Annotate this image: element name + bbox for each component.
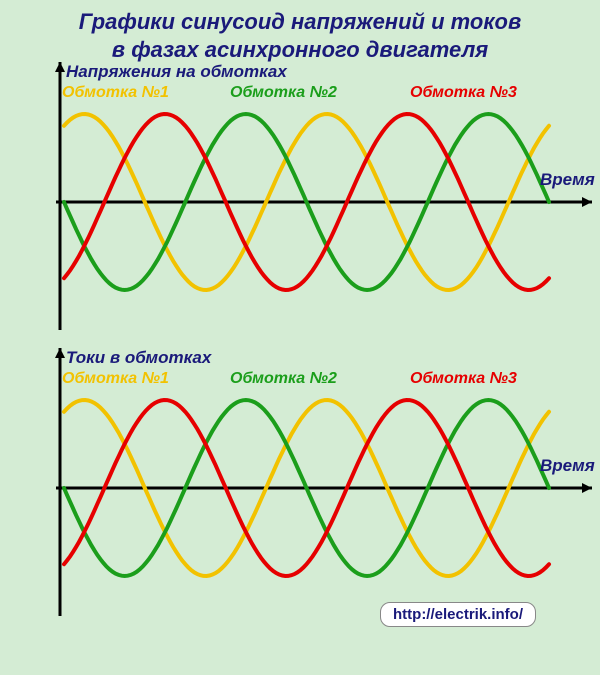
chart-subtitle: Токи в обмотках xyxy=(66,348,211,368)
sine-plot xyxy=(40,62,600,332)
legend-item-0: Обмотка №1 xyxy=(62,370,169,388)
legend-item-1: Обмотка №2 xyxy=(230,84,337,102)
legend-item-2: Обмотка №3 xyxy=(410,370,517,388)
main-title: Графики синусоид напряжений и токов в фа… xyxy=(0,0,600,67)
source-url-box: http://electrik.info/ xyxy=(380,602,536,627)
chart-subtitle: Напряжения на обмотках xyxy=(66,62,287,82)
source-url-text: http://electrik.info/ xyxy=(393,606,523,623)
sine-plot xyxy=(40,348,600,618)
legend-item-0: Обмотка №1 xyxy=(62,84,169,102)
legend-item-1: Обмотка №2 xyxy=(230,370,337,388)
chart-0: Напряжения на обмотках Обмотка №1 Обмотка … xyxy=(40,62,600,332)
title-line1: Графики синусоид напряжений и токов xyxy=(79,9,521,34)
x-axis-label: Время xyxy=(540,170,595,190)
x-axis-label: Время xyxy=(540,456,595,476)
legend-item-2: Обмотка №3 xyxy=(410,84,517,102)
chart-1: Токи в обмотках Обмотка №1 Обмотка №2 Обмот… xyxy=(40,348,600,618)
title-line2: в фазах асинхронного двигателя xyxy=(112,37,488,62)
